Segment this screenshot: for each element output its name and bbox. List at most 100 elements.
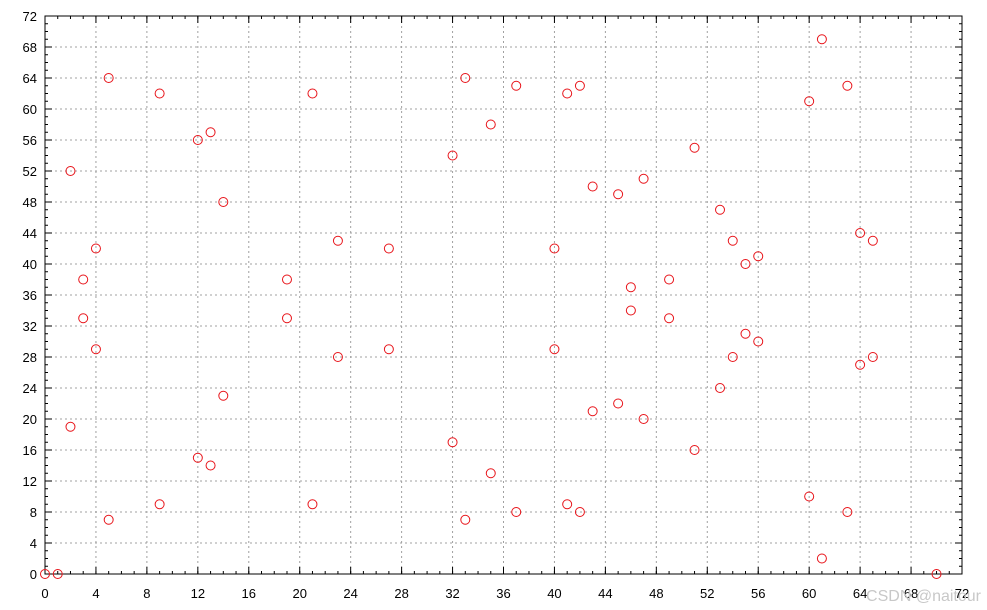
data-point [740,259,751,269]
data-point [447,437,458,448]
x-tick-label: 20 [292,586,306,601]
data-point [485,119,496,130]
x-tick-label: 36 [496,586,510,601]
y-tick-label: 24 [23,381,37,396]
data-point [587,406,598,417]
y-tick-label: 28 [23,350,37,365]
data-point [65,421,76,432]
data-point [816,553,827,564]
y-tick-label: 20 [23,412,37,427]
data-point [52,569,63,579]
data-point [715,383,726,393]
data-point [842,507,853,517]
data-point [574,80,585,91]
data-point [460,514,471,525]
data-point [511,80,522,91]
data-point [549,344,560,355]
data-point [205,460,216,471]
data-point [855,228,866,238]
data-point [562,499,573,510]
data-point [931,569,942,579]
data-point [307,88,318,99]
y-tick-label: 44 [23,226,37,241]
data-point [90,344,101,355]
data-point [332,352,343,362]
watermark-text: CSDN @naitour [866,588,981,605]
data-points [40,34,942,579]
data-point [804,96,815,107]
x-tick-label: 56 [751,586,765,601]
data-point [727,235,738,246]
data-point [90,243,101,254]
y-tick-label: 72 [23,9,37,24]
y-tick-label: 56 [23,133,37,148]
x-tick-label: 28 [394,586,408,601]
x-tick-label: 44 [598,586,612,601]
data-point [664,313,675,324]
x-tick-label: 0 [41,586,48,601]
grid-lines [45,16,962,574]
data-point [842,80,853,91]
x-tick-label: 64 [853,586,867,601]
x-tick-label: 68 [904,586,918,601]
y-tick-label: 48 [23,195,37,210]
data-point [689,445,700,455]
y-tick-label: 64 [23,71,37,86]
data-point [613,398,624,409]
y-tick-label: 40 [23,257,37,272]
data-point [78,274,89,285]
data-point [218,390,229,401]
x-axis-ticks: 0 4 8 12 16 20 24 28 32 36 40 44 48 52 56 60 64 68 72 [41,16,969,601]
data-point [816,34,827,45]
data-point [78,313,89,324]
data-point [40,569,50,579]
data-point [689,142,700,153]
x-tick-label: 40 [547,586,561,601]
x-tick-label: 24 [343,586,357,601]
x-tick-label: 8 [143,586,150,601]
data-point [549,243,560,254]
data-point [218,197,229,207]
x-tick-label: 32 [445,586,459,601]
data-point [192,452,203,463]
plot-frame [44,15,963,575]
data-point [154,499,165,510]
y-tick-label: 0 [30,567,37,582]
x-tick-label: 16 [242,586,256,601]
y-tick-label: 52 [23,164,37,179]
data-point [727,352,738,362]
data-point [103,73,114,83]
y-tick-label: 16 [23,443,37,458]
data-point [587,181,598,192]
y-tick-label: 12 [23,474,37,489]
y-tick-label: 32 [23,319,37,334]
x-tick-label: 4 [92,586,99,601]
data-point [562,88,573,99]
data-point [332,235,343,246]
data-point [447,150,458,161]
data-point [281,274,292,285]
data-point [65,166,76,176]
y-tick-label: 36 [23,288,37,303]
data-point [638,173,649,184]
data-point [574,507,585,517]
data-point [625,282,636,293]
y-tick-label: 8 [30,505,37,520]
data-point [205,127,216,138]
data-point [383,243,394,254]
data-point [281,313,292,324]
data-point [511,507,522,517]
x-tick-label: 52 [700,586,714,601]
data-point [715,204,726,215]
data-point [740,328,751,339]
x-tick-label: 72 [955,586,969,601]
axes-frame [44,15,963,575]
data-point [625,305,636,316]
data-point [307,499,318,510]
y-tick-label: 68 [23,40,37,55]
data-point [485,468,496,479]
y-tick-label: 60 [23,102,37,117]
data-point [804,491,815,502]
data-point [855,359,866,370]
